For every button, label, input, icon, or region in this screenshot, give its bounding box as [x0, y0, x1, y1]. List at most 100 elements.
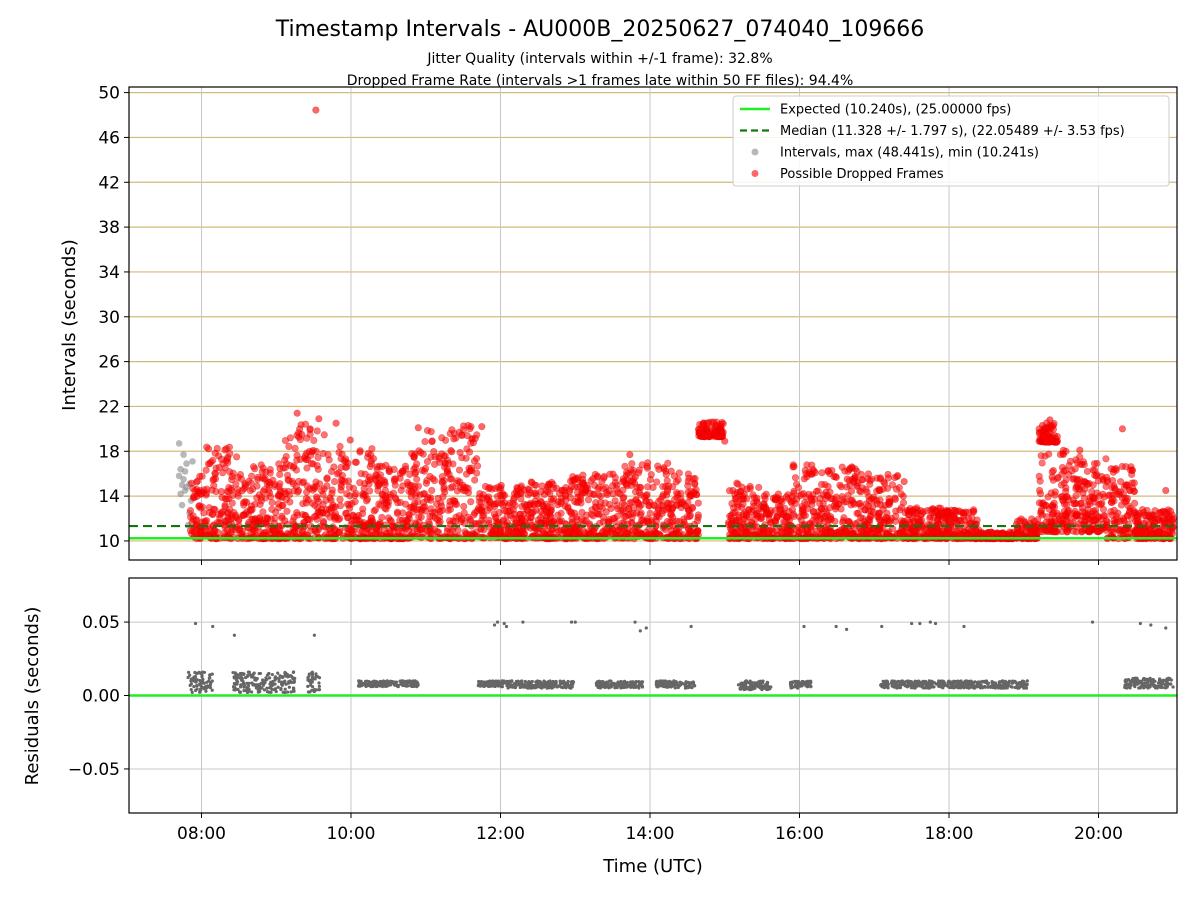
dropped-frame-point: [764, 528, 773, 536]
dropped-frame-point: [480, 511, 488, 520]
chart-subtitle-dropped: Dropped Frame Rate (intervals >1 frames …: [347, 73, 854, 89]
dropped-frame-point: [628, 514, 636, 522]
residual-point: [310, 688, 314, 692]
dropped-frame-point: [293, 409, 301, 417]
dropped-frame-point: [307, 459, 316, 468]
y-tick-label: 22: [98, 397, 120, 417]
dropped-frame-point: [783, 513, 791, 521]
dropped-frame-point: [791, 499, 799, 508]
dropped-frame-point: [198, 472, 206, 480]
dropped-frame-point: [490, 503, 499, 511]
residual-point: [513, 682, 518, 687]
dropped-frame-point: [265, 489, 274, 497]
y-tick-label: 46: [98, 128, 120, 148]
dropped-frame-point: [320, 431, 328, 439]
dropped-frame-point: [733, 498, 741, 506]
dropped-frame-point: [224, 516, 232, 524]
dropped-frame-point: [327, 467, 336, 476]
residual-point: [247, 681, 251, 686]
dropped-frame-point: [380, 526, 388, 534]
dropped-frame-point: [565, 527, 573, 536]
dropped-frame-point: [208, 486, 216, 494]
dropped-frame-point: [501, 491, 509, 499]
dropped-frame-point: [312, 106, 320, 114]
dropped-frame-point: [285, 477, 293, 485]
y-tick-label: 34: [98, 263, 120, 283]
dropped-frame-point: [452, 479, 461, 488]
residual-point: [268, 676, 272, 680]
chart-subtitle-jitter: Jitter Quality (intervals within +/-1 fr…: [426, 51, 772, 67]
dropped-frame-point: [962, 508, 970, 516]
dropped-frame-point: [192, 521, 201, 529]
residual-point: [232, 688, 236, 692]
residual-point: [531, 684, 535, 689]
dropped-frame-point: [1089, 466, 1097, 474]
residual-point: [513, 686, 518, 690]
dropped-frame-point: [391, 494, 400, 502]
dropped-frame-point: [365, 473, 374, 481]
dropped-frame-point: [275, 460, 283, 468]
dropped-frame-point: [473, 469, 481, 477]
dropped-frame-point: [303, 434, 311, 442]
dropped-frame-point: [647, 530, 655, 538]
dropped-frame-point: [526, 489, 534, 497]
dropped-frame-point: [465, 448, 474, 456]
dropped-frame-point: [225, 483, 233, 492]
residual-point: [543, 683, 547, 687]
residual-point: [559, 685, 563, 689]
dropped-frame-point: [1133, 514, 1142, 522]
dropped-frame-point: [343, 490, 351, 498]
dropped-frame-point: [895, 483, 903, 492]
residual-point: [280, 675, 284, 679]
dropped-frame-point: [239, 511, 248, 520]
dropped-frame-point: [1042, 438, 1050, 446]
dropped-frame-point: [818, 469, 826, 477]
dropped-frame-point: [1053, 437, 1061, 445]
residual-point: [605, 685, 610, 689]
dropped-frame-point: [494, 483, 503, 491]
dropped-frame-point: [257, 497, 265, 505]
dropped-frame-point: [1160, 515, 1168, 523]
dropped-frame-point: [854, 479, 862, 487]
dropped-frame-point: [483, 496, 491, 504]
dropped-frame-point: [599, 485, 607, 493]
dropped-frame-point: [653, 512, 661, 520]
residual-point: [246, 670, 251, 674]
dropped-frame-point: [745, 513, 753, 521]
dropped-frame-point: [1091, 506, 1099, 514]
dropped-frame-point: [957, 516, 965, 524]
dropped-frame-point: [366, 487, 374, 495]
residual-point: [497, 681, 501, 685]
residual-point: [279, 686, 283, 691]
dropped-frame-point: [619, 486, 627, 494]
dropped-frame-point: [1028, 515, 1036, 523]
dropped-frame-point: [478, 423, 486, 431]
dropped-frame-point: [228, 499, 236, 507]
dropped-frame-point: [827, 529, 835, 537]
dropped-frame-point: [657, 496, 665, 504]
residual-point: [269, 680, 273, 684]
dropped-frame-point: [864, 474, 872, 483]
dropped-frame-point: [690, 489, 698, 497]
dropped-frame-point: [504, 527, 513, 535]
dropped-frame-point: [219, 469, 227, 477]
y-tick-label: 26: [98, 353, 120, 373]
residual-point: [238, 676, 242, 680]
residual-point: [210, 688, 214, 692]
residual-point: [232, 681, 236, 686]
dropped-frame-point: [545, 480, 554, 489]
dropped-frame-point: [799, 506, 807, 514]
dropped-frame-point: [371, 506, 380, 514]
dropped-frame-point: [998, 530, 1007, 538]
residual-point: [252, 671, 256, 675]
dropped-frame-point: [421, 464, 430, 473]
dropped-frame-point: [739, 492, 747, 500]
dropped-frame-point: [857, 470, 866, 479]
dropped-frame-point: [1072, 485, 1080, 493]
dropped-frame-point: [314, 453, 322, 462]
dropped-frame-point: [876, 501, 885, 509]
dropped-frame-point: [797, 490, 805, 498]
dropped-frame-point: [411, 463, 419, 472]
residual-point: [273, 687, 278, 691]
dropped-frame-point: [423, 496, 431, 504]
